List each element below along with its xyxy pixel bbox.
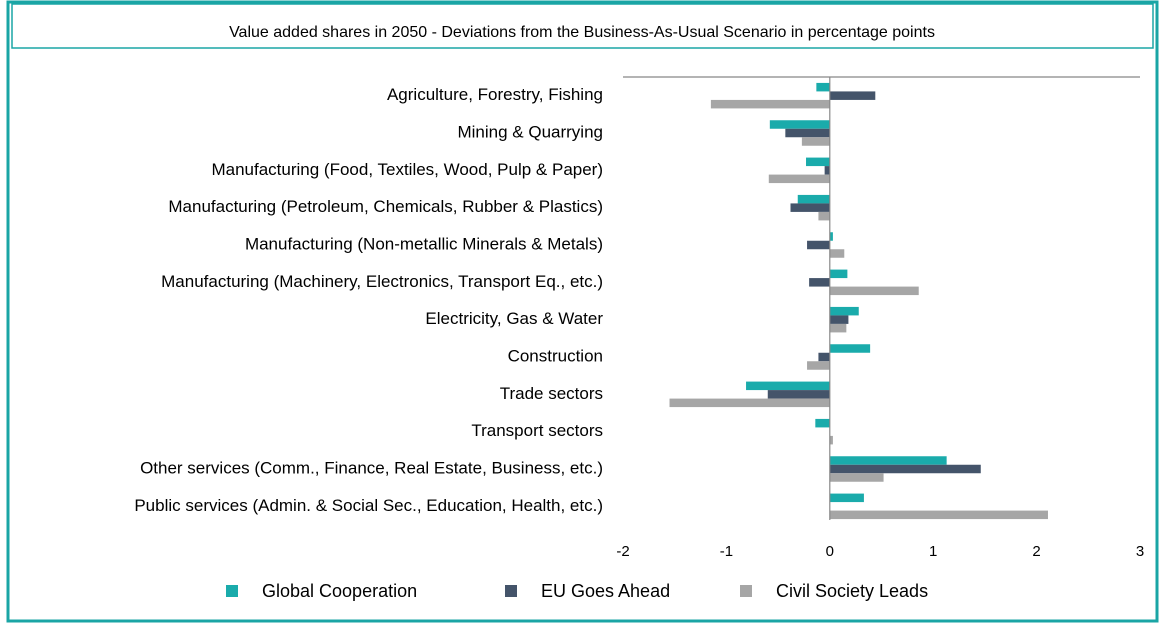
legend-label: EU Goes Ahead [541, 581, 670, 601]
bar [829, 306, 859, 316]
category-label: Mining & Quarrying [457, 122, 603, 141]
bar [768, 174, 830, 184]
bar [809, 278, 830, 287]
category-label: Manufacturing (Non-metallic Minerals & M… [245, 234, 603, 253]
bar [790, 203, 830, 212]
legend-swatch [226, 585, 238, 597]
bar [829, 464, 981, 474]
bar [816, 82, 830, 92]
bar [669, 398, 830, 408]
bar [807, 240, 830, 250]
x-tick-label: 1 [929, 543, 937, 560]
bar [824, 166, 830, 175]
bar [806, 157, 830, 167]
legend-label: Global Cooperation [262, 581, 417, 601]
bar [767, 390, 830, 399]
category-label: Transport sectors [471, 421, 603, 440]
bar [829, 91, 876, 100]
bar [746, 381, 830, 391]
bar [785, 128, 830, 138]
bar [829, 493, 864, 503]
bar [815, 418, 830, 428]
category-label: Manufacturing (Petroleum, Chemicals, Rub… [168, 197, 603, 216]
x-tick-label: -2 [616, 543, 629, 560]
bar [829, 435, 833, 445]
bar [769, 120, 830, 129]
bar [829, 286, 919, 296]
x-tick-label: 2 [1032, 543, 1040, 560]
category-label: Public services (Admin. & Social Sec., E… [134, 496, 603, 515]
legend-swatch [740, 585, 752, 597]
bar [829, 269, 848, 279]
chart-title: Value added shares in 2050 - Deviations … [229, 24, 935, 41]
x-tick-label: 3 [1136, 543, 1144, 560]
category-label: Manufacturing (Food, Textiles, Wood, Pul… [211, 160, 603, 179]
bar [829, 315, 849, 324]
category-label: Construction [508, 346, 603, 365]
bar [829, 456, 947, 465]
bar [818, 352, 830, 362]
bar [829, 249, 845, 258]
title-box [11, 3, 1154, 49]
legend-swatch [505, 585, 517, 597]
x-tick-label: -1 [720, 543, 733, 560]
category-label: Other services (Comm., Finance, Real Est… [140, 458, 603, 477]
category-label: Electricity, Gas & Water [425, 309, 603, 328]
category-label: Agriculture, Forestry, Fishing [387, 85, 603, 104]
bar [829, 344, 871, 353]
bar [829, 473, 884, 482]
bar [818, 211, 830, 221]
category-label: Manufacturing (Machinery, Electronics, T… [161, 272, 603, 291]
legend-label: Civil Society Leads [776, 581, 928, 601]
bar [801, 137, 830, 146]
bar [829, 232, 833, 241]
frame [6, 0, 1159, 623]
bar [710, 99, 830, 109]
bar [829, 510, 1048, 520]
category-label: Trade sectors [500, 384, 603, 403]
bar [829, 323, 847, 333]
x-tick-label: 0 [826, 543, 834, 560]
bar [797, 194, 830, 204]
bar [807, 361, 830, 370]
